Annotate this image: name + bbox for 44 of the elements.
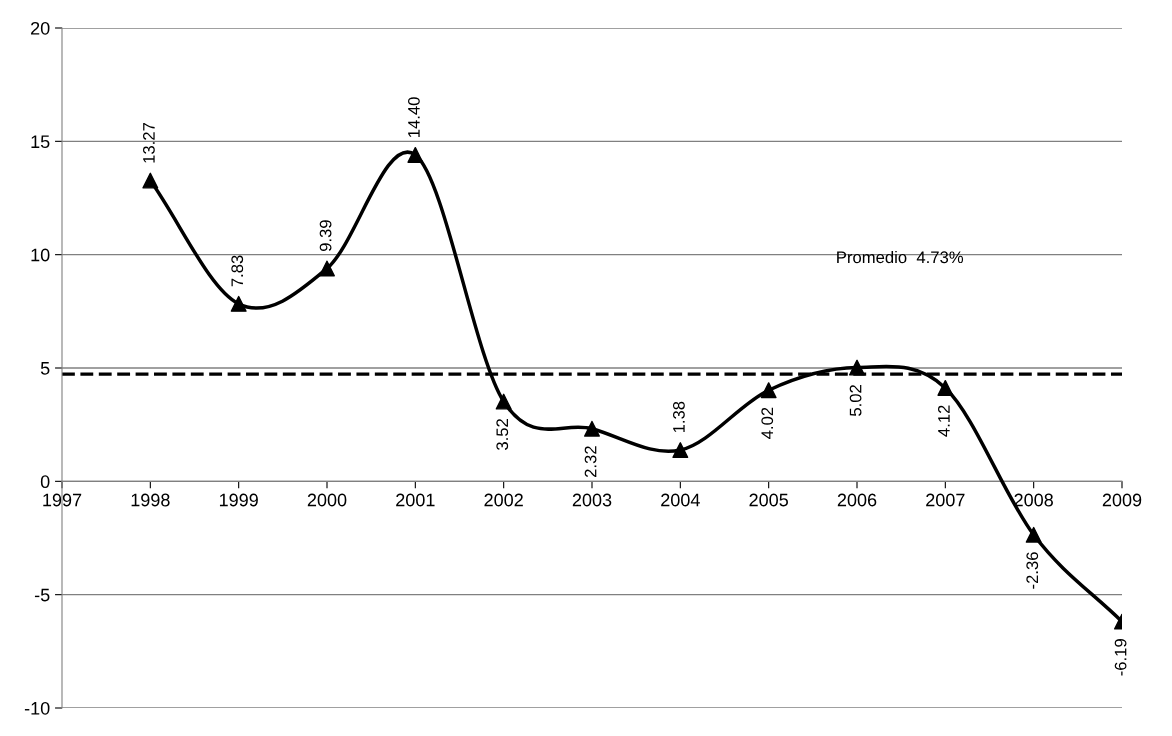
data-label: 4.12 [938,405,950,437]
data-label: 2.32 [584,446,597,478]
x-tick-label: 2001 [396,493,435,507]
point [142,172,159,189]
point [849,359,865,376]
point [760,382,777,399]
data-label: 1.38 [673,401,685,433]
data-label: 9.39 [319,220,332,252]
x-tick-label: 2007 [926,493,965,507]
x-tick-label: 2009 [1102,493,1142,507]
point [230,295,247,312]
point [672,442,689,459]
x-tick-label: 2003 [572,493,612,507]
x-tick-label: 1998 [131,493,170,507]
data-label: 4.02 [761,407,774,439]
data-label: 3.52 [496,419,509,451]
point [495,393,512,410]
point [407,146,424,163]
y-tick-label: 5 [40,362,50,375]
x-tick-label: 1999 [219,493,258,507]
y-tick-label: 20 [31,21,50,35]
y-tick-label: 15 [31,135,50,149]
y-tick-label: 10 [31,248,50,262]
y-tick-label: 0 [40,475,50,489]
point [937,379,954,396]
data-label: 14.40 [408,97,420,137]
y-tick-label: -5 [34,588,50,602]
point [319,260,335,277]
point [1025,526,1042,543]
data-label: 7.83 [231,255,244,287]
x-tick-label: 2000 [307,493,347,507]
data-label: -2.36 [1026,552,1039,589]
x-tick-label: 2004 [661,493,700,507]
data-label: 5.02 [849,385,862,416]
data-label: 13.27 [143,123,155,163]
x-tick-label: 2005 [749,493,788,507]
x-tick-label: 2002 [484,493,523,507]
ref-line-label: Promedio 4.73% [837,250,964,264]
point [584,420,600,437]
x-tick-label: 2008 [1014,493,1053,507]
y-tick-label: -10 [24,701,50,715]
x-tick-label: 2006 [837,493,877,507]
data-label: -6.19 [1114,639,1127,676]
x-tick-label: 1997 [43,493,82,507]
